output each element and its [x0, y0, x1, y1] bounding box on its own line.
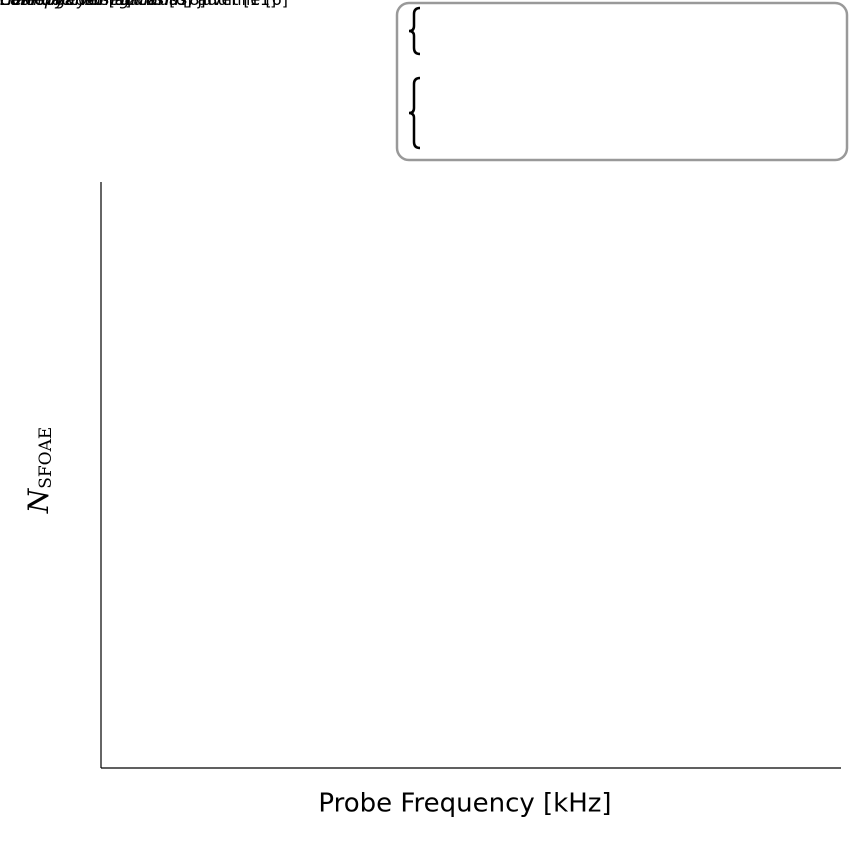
legend-brace	[408, 6, 421, 56]
legend-label-part: [9]	[104, 0, 132, 9]
legend-label: Gekko gecko [9]	[0, 0, 131, 9]
legend-label-part: Hemidactylus turcicus	[0, 0, 178, 9]
legend-label-part: , juvenile [6]	[187, 0, 288, 9]
y-axis-label-sub: SFOAE	[36, 427, 56, 489]
legend-label: Eublepharis macularius, adult [11]	[0, 0, 276, 9]
legend-label-part: [8]	[178, 0, 206, 9]
x-axis-label: Probe Frequency [kHz]	[318, 789, 611, 819]
y-axis-label-main: N	[22, 487, 55, 514]
legend-label-part: , adult [11]	[187, 0, 276, 9]
legend-label-part: [6]	[164, 0, 192, 9]
y-axis-label: NSFOAE	[22, 427, 56, 515]
legend-label-part: Coleonyx variegatus	[0, 0, 164, 9]
legend-label: Coleonyx variegatus [6]	[0, 0, 192, 9]
legend-brace	[408, 76, 421, 150]
legend-label-part: Eublepharis macularius	[0, 0, 187, 9]
legend-box	[395, 1, 849, 162]
legend-label: Eublepharis macularius, juvenile [6]	[0, 0, 288, 9]
legend-label-part: Eublepharis macularius	[0, 0, 187, 9]
legend: Gekko gecko [9]Hemidactylus turcicus [8]…	[0, 0, 849, 162]
legend-label: Hemidactylus turcicus [8]	[0, 0, 206, 9]
legend-label-part: Gekko gecko	[0, 0, 104, 9]
